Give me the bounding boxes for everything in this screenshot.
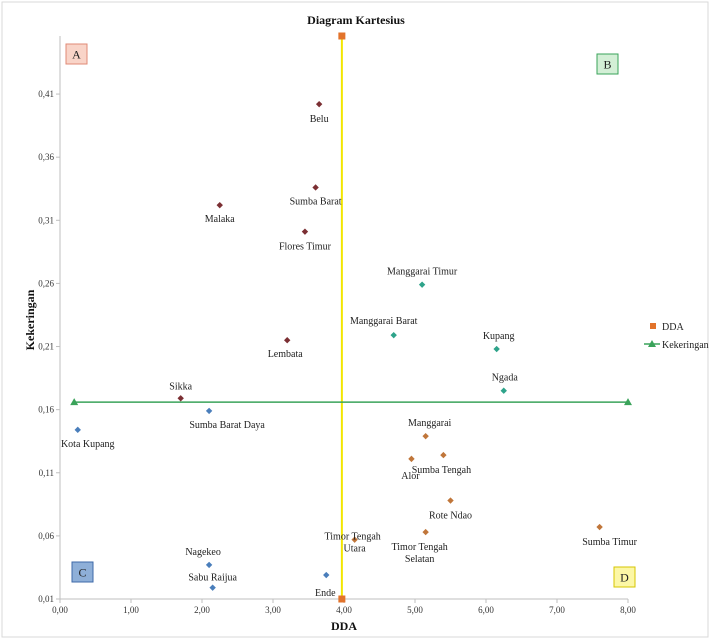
- data-point-label: Kupang: [483, 331, 515, 342]
- x-tick-label: 6,00: [478, 605, 494, 615]
- data-point: [390, 331, 397, 339]
- x-tick-label: 7,00: [549, 605, 565, 615]
- dda-line-bottom-marker: [338, 595, 346, 603]
- axes: 0,00 1,00 2,00 3,00 4,00 5,00 6,00 7,00 8,00 0,01…: [38, 36, 636, 615]
- legend-label-dda: DDA: [662, 322, 684, 333]
- data-point-label: Timor Tengah Utara: [325, 532, 381, 555]
- data-point: [323, 571, 330, 579]
- data-point: [422, 528, 429, 536]
- reference-lines: [70, 32, 632, 603]
- data-point-label: Ngada: [492, 373, 519, 384]
- data-point: [351, 536, 358, 543]
- y-tick-label: 0,31: [38, 215, 54, 225]
- data-point-label: Lembata: [268, 349, 304, 360]
- quadrant-box-d: [613, 566, 636, 588]
- data-point-label: Manggarai Timur: [387, 267, 458, 278]
- x-tick-label: 1,00: [123, 605, 139, 615]
- y-tick-label: 0,06: [38, 531, 54, 541]
- data-point: [216, 201, 223, 209]
- quadrant-label-a: A: [72, 48, 81, 62]
- data-point-label: Rote Ndao: [429, 511, 472, 522]
- data-point: [408, 455, 415, 463]
- y-tick-label: 0,36: [38, 152, 54, 162]
- data-point: [493, 345, 500, 353]
- data-point: [177, 395, 184, 402]
- quadrant-labels: A B C D: [65, 43, 636, 588]
- data-point-label: Sabu Raijua: [188, 573, 237, 584]
- data-point: [205, 561, 213, 569]
- y-tick-label: 0,01: [38, 594, 54, 604]
- data-point-label: Alor: [401, 471, 420, 482]
- quadrant-label-c: C: [78, 566, 86, 580]
- quadrant-box-c: [71, 561, 94, 583]
- data-point: [440, 451, 447, 459]
- y-tick-label: 0,16: [38, 405, 54, 415]
- data-point: [315, 100, 323, 108]
- data-point: [447, 497, 454, 504]
- data-point-label: Manggarai Barat: [350, 316, 418, 327]
- x-axis-title: DDA: [331, 619, 357, 633]
- data-point-label: Kota Kupang: [61, 439, 115, 450]
- data-point: [422, 432, 429, 440]
- legend-marker-dda: [650, 323, 656, 329]
- data-point-label: Sikka: [169, 381, 192, 392]
- y-tick-label: 0,41: [38, 89, 54, 99]
- quadrant-box-b: [596, 53, 619, 75]
- y-tick-label: 0,21: [38, 342, 54, 352]
- data-point-label: Sumba Tengah: [412, 465, 471, 476]
- data-point-label: Ende: [315, 588, 336, 599]
- data-point-label: Manggarai: [408, 418, 452, 429]
- data-points: Belu Sumba Barat Malaka Flores Timur Lembata…: [61, 100, 638, 599]
- data-point: [500, 387, 507, 394]
- data-point: [209, 584, 216, 591]
- quadrant-label-b: B: [603, 58, 611, 72]
- data-point-label: Timor Tengah Selatan: [392, 542, 448, 565]
- x-tick-label: 4,00: [336, 605, 352, 615]
- legend-marker-kekeringan: [648, 340, 656, 347]
- data-point: [596, 523, 603, 531]
- legend: DDA Kekeringan: [644, 322, 709, 351]
- data-point: [284, 337, 291, 344]
- x-tick-label: 5,00: [407, 605, 423, 615]
- data-point-label: Sumba Barat Daya: [189, 420, 265, 431]
- data-point: [74, 426, 81, 434]
- dda-line-top-marker: [338, 32, 346, 40]
- legend-label-kekeringan: Kekeringan: [662, 340, 709, 351]
- data-point: [301, 228, 309, 235]
- kekeringan-line-right-marker: [624, 398, 632, 406]
- y-axis-title: Kekeringan: [23, 289, 37, 350]
- quadrant-box-a: [65, 43, 88, 65]
- data-point: [205, 407, 213, 415]
- chart-title: Diagram Kartesius: [307, 13, 405, 27]
- y-tick-label: 0,26: [38, 278, 54, 288]
- kekeringan-line-left-marker: [70, 398, 79, 406]
- data-point: [312, 184, 319, 191]
- data-point: [418, 281, 426, 288]
- x-tick-label: 8,00: [620, 605, 636, 615]
- data-point-label: Sumba Barat: [290, 196, 342, 207]
- x-tick-label: 2,00: [194, 605, 210, 615]
- data-point-label: Sumba Timur: [582, 537, 637, 548]
- y-tick-label: 0,11: [39, 468, 54, 478]
- data-point-label: Belu: [310, 114, 329, 125]
- x-tick-label: 0,00: [52, 605, 68, 615]
- x-tick-label: 3,00: [265, 605, 281, 615]
- quadrant-label-d: D: [620, 571, 629, 585]
- data-point-label: Flores Timur: [279, 242, 332, 253]
- data-point-label: Nagekeo: [185, 547, 221, 558]
- data-point-label: Malaka: [205, 214, 236, 225]
